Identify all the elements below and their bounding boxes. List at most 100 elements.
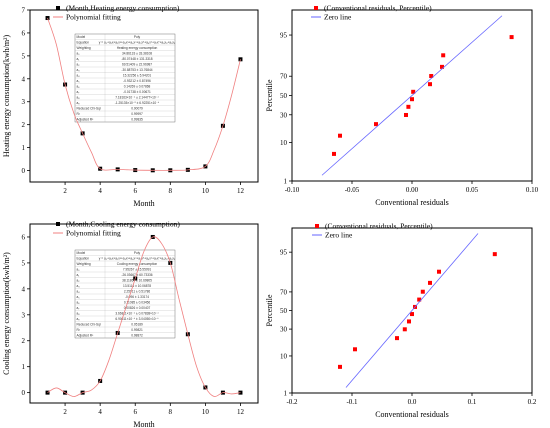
y-axis-title: Percentile [265, 79, 274, 111]
fit-table-key: a₇ [77, 90, 80, 94]
cooling-residuals-chart: -0.2 -0.1 0.0 0.1 0.2 1 10 30 50 70 95 Conventional… [265, 214, 550, 428]
data-point [492, 252, 497, 257]
data-point [437, 269, 441, 274]
y-tick-label: 10 [280, 139, 288, 147]
x-tick-label: 8 [169, 187, 173, 195]
data-point [440, 64, 444, 69]
x-tick-label: 0.0 [408, 398, 417, 406]
data-point [402, 327, 407, 332]
x-tick-label: 6 [133, 408, 137, 416]
legend-label: Polynomial fitting [66, 13, 121, 22]
y-tick-label: 3 [22, 311, 26, 319]
fit-table-key: Weighting [77, 262, 91, 266]
series-line [47, 236, 241, 398]
y-axis-title: Percentile [265, 294, 274, 326]
fit-table-key: a₈ [77, 95, 81, 99]
legend: (Conventional residuals, Percentile)Zero… [312, 222, 433, 240]
data-point [441, 53, 446, 58]
x-tick-label: -0.2 [286, 398, 298, 406]
y-tick-label: 1 [22, 363, 26, 371]
fit-table-key: a₃ [77, 68, 81, 72]
fit-table-value: 0.14269 ± 0.07868 [124, 84, 151, 88]
data-point [338, 133, 342, 138]
legend-marker-swatch [314, 6, 318, 10]
x-tick-label: 12 [237, 187, 245, 195]
fit-table-key: a₈ [77, 311, 81, 315]
y-tick-label: 6 [22, 29, 26, 37]
y-axis-title: Cooling energy consumption(kwh/m²) [2, 252, 11, 375]
legend-marker-swatch [56, 222, 60, 226]
legend-label: (Conventional residuals, Percentile) [325, 222, 433, 231]
x-tick-label: 4 [98, 408, 102, 416]
plot-frame [29, 9, 259, 183]
fit-table-key: Equation [77, 256, 90, 260]
legend-label: Polynomial fitting [66, 229, 121, 238]
y-tick-label: 1 [284, 178, 288, 186]
x-tick-label: 0.05 [466, 186, 479, 194]
cooling-fit-chart: 2 4 6 8 10 12 0 1 2 3 4 5 6 Month Cooling energy consu… [0, 214, 275, 428]
x-tick-label: 8 [169, 408, 173, 416]
fit-table-value: Cooling energy consumption [117, 262, 158, 266]
fit-table-value: -0.096 ± 1.33174 [125, 295, 149, 299]
data-point [338, 364, 342, 369]
x-axis-title: Conventional residuals [375, 198, 449, 207]
fit-table-key: R² [77, 112, 80, 116]
fit-table-value: 0.00079 [131, 106, 143, 110]
data-point [420, 289, 425, 294]
x-tick-label: 10 [202, 187, 210, 195]
legend-label: Zero line [324, 13, 352, 22]
fit-table-value: 7.18163×10⁻⁴ ± 2.14477×10⁻⁴ [115, 95, 159, 99]
y-tick-label: 2 [22, 337, 26, 345]
y-tick-label: 1 [22, 144, 26, 152]
data-point [429, 74, 434, 79]
fit-table-value: 0.00826 ± 0.00407 [124, 306, 151, 310]
legend: (Conventional residuals, Percentile)Zero… [311, 4, 432, 22]
legend-label: (Month,Cooling energy consumption) [66, 220, 180, 229]
data-point [238, 57, 243, 62]
fit-table-value: 6.90611×10⁻⁶ ± 3.04050×10⁻⁶ [115, 317, 159, 321]
fit-table-value: 2.25911 ± 0.51786 [124, 289, 151, 293]
fit-table-key: Adjusted R² [77, 333, 94, 337]
fit-table-value: 13.5116 ± 10.06878 [123, 284, 151, 288]
legend: (Month,Heating energy consumption)Polyno… [53, 4, 180, 22]
fit-table-value: 0.99997 [131, 112, 143, 116]
y-tick-label: 95 [280, 32, 288, 40]
y-axis-title: Heating energy consumption(kwh/m²) [2, 35, 11, 158]
legend-marker-swatch [315, 224, 319, 228]
fit-table-key: a₀ [77, 51, 81, 55]
fit-table-value: 0.05189 [131, 322, 143, 326]
y-tick-label: 50 [280, 92, 288, 100]
fit-table-value: Heating energy consumption [117, 46, 158, 50]
x-tick-label: -0.05 [345, 186, 360, 194]
legend-marker-swatch [56, 6, 60, 10]
fit-table-key: R² [77, 328, 80, 332]
x-tick-label: 12 [237, 408, 245, 416]
data-point [332, 151, 336, 156]
y-tick-label: 95 [280, 249, 288, 257]
fit-table-key: Model [77, 35, 86, 39]
data-point [404, 112, 408, 117]
y-tick-label: 6 [22, 233, 26, 241]
x-tick-label: 0.1 [468, 398, 477, 406]
x-tick-label: 6 [133, 187, 137, 195]
fit-table-key: a₄ [77, 73, 81, 77]
fit-table-key: a₅ [77, 79, 81, 83]
fit-table-key: Weighting [77, 46, 91, 50]
data-point [410, 97, 414, 102]
fit-table-key: a₂ [77, 278, 81, 282]
legend: (Month,Cooling energy consumption)Polyno… [53, 220, 180, 238]
data-point [238, 390, 243, 395]
x-tick-label: 0.00 [406, 186, 419, 194]
heating-fit-chart: 2 4 6 8 10 12 0 1 2 3 4 5 6 7 Month Heating energy cons… [0, 0, 275, 214]
fit-table-value: 0.99835 [131, 117, 143, 121]
y-tick-label: 30 [280, 111, 288, 119]
fit-table-value: 7.95267 ± 15.55091 [123, 267, 152, 271]
fit-table-value: -0.01738 ± 0.00671 [123, 90, 151, 94]
fit-table-key: a₉ [77, 101, 81, 105]
fit-table-value: -1.25135×10⁻⁵ ± 6.92251×10⁻⁶ [115, 101, 160, 105]
data-point [406, 104, 411, 109]
fit-table-key: a₃ [77, 284, 81, 288]
x-tick-label: 2 [63, 187, 67, 195]
fit-parameters-table: Model Poly Equation y = a₀+a₁x+a₂x²+a₃x³+a₄… [74, 33, 176, 123]
